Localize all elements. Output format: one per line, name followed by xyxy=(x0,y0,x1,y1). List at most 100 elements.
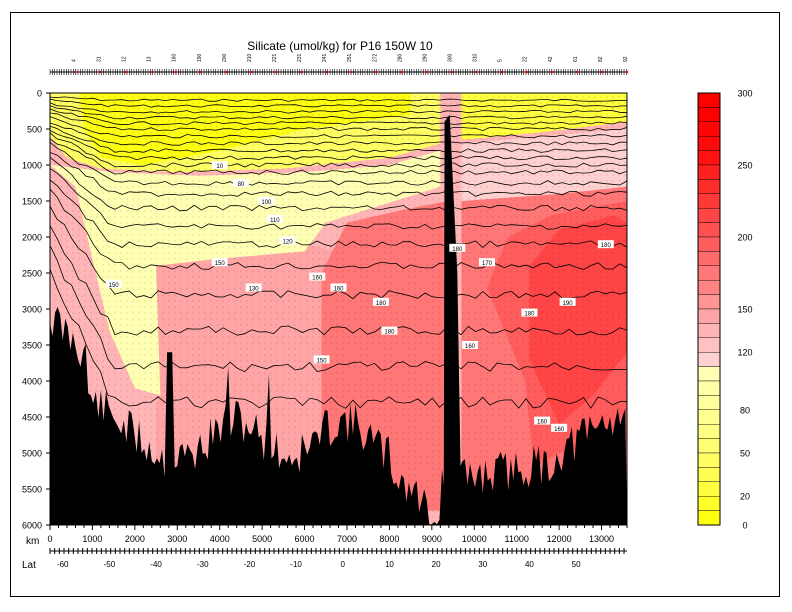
contour-line xyxy=(50,179,627,249)
contour-label-box xyxy=(381,326,398,335)
colorbar-band xyxy=(697,481,721,497)
colorbar-band xyxy=(697,222,721,238)
depth-tick-label: 1000 xyxy=(22,161,42,171)
colorbar-band xyxy=(697,337,721,353)
contour-line xyxy=(50,98,627,108)
colorbar-band xyxy=(697,323,721,338)
depth-axis: 0 500 1000 1500 2000 2500 3000 3500 4000 4500 5000… xyxy=(22,89,50,531)
latitude-tick-label: 10 xyxy=(385,560,394,569)
colorbar-tick-label: 120 xyxy=(737,348,752,358)
depth-tick-label: 2000 xyxy=(22,233,42,243)
colorbar-tick-label: 300 xyxy=(737,89,752,99)
contour-label-box xyxy=(559,297,576,306)
colorbar-band xyxy=(697,366,721,382)
contour-line xyxy=(50,245,627,373)
latitude-tick-label: -40 xyxy=(150,560,162,569)
latitude-tick-label: -50 xyxy=(104,560,116,569)
station-label: 272 xyxy=(372,53,378,62)
contour-line xyxy=(50,152,627,197)
station-label: 241 xyxy=(322,53,328,62)
contour-label-box xyxy=(551,423,568,432)
distance-tick-label: 2000 xyxy=(125,534,145,544)
station-label: 13 xyxy=(147,56,153,62)
station-marker xyxy=(324,70,328,74)
distance-tick-label: 9000 xyxy=(422,534,442,544)
station-label: 251 xyxy=(347,53,353,62)
contour-label: 160 xyxy=(554,427,565,433)
contour-label-box xyxy=(245,283,262,292)
latitude-tick-label: 40 xyxy=(525,560,534,569)
contour-line xyxy=(50,130,627,161)
contour-label-box xyxy=(449,243,466,252)
colorbar-band xyxy=(697,280,721,295)
distance-tick-label: 1000 xyxy=(82,534,102,544)
colorbar-tick-label: 50 xyxy=(740,449,750,459)
depth-tick-label: 4500 xyxy=(22,413,42,423)
station-label: 160 xyxy=(172,53,178,62)
contour-line xyxy=(50,116,627,139)
depth-tick-label: 6000 xyxy=(22,521,42,531)
latitude-tick-label: -60 xyxy=(57,560,69,569)
contour-label: 160 xyxy=(537,420,548,426)
station-label: 310 xyxy=(473,53,479,62)
contour-label: 110 xyxy=(270,218,280,224)
contour-label-box xyxy=(211,161,228,169)
contour-line xyxy=(50,125,627,153)
distance-tick-label: 12000 xyxy=(547,534,572,544)
distance-tick-label: 4000 xyxy=(210,534,230,544)
bathymetry xyxy=(50,306,627,525)
station-label: 280 xyxy=(397,53,403,62)
distance-tick-label: 3000 xyxy=(167,534,187,544)
contour-label-box xyxy=(313,355,330,364)
contour-line xyxy=(50,225,627,336)
station-label: 4 xyxy=(71,59,77,62)
station-axis: 4 31 12 13 160 190 200 210 221 231 241 251 272 280 290… xyxy=(49,53,629,75)
station-marker xyxy=(349,70,353,74)
colorbar-band xyxy=(697,179,721,194)
contour-label-box xyxy=(211,258,228,267)
depth-tick-label: 4000 xyxy=(22,377,42,387)
distance-tick-label: 0 xyxy=(47,534,52,544)
station-label: 300 xyxy=(448,53,454,62)
station-marker xyxy=(525,70,529,74)
contour-label-box xyxy=(462,341,479,349)
contour-label-box xyxy=(597,240,614,249)
station-marker xyxy=(174,70,178,74)
contour-label-box xyxy=(279,236,296,245)
station-label: 190 xyxy=(197,53,203,62)
colorbar-band xyxy=(697,265,721,281)
station-marker xyxy=(249,70,253,74)
station-marker xyxy=(475,70,478,74)
distance-tick-label: 7000 xyxy=(337,534,357,544)
ridge-wall xyxy=(443,114,462,525)
contour-line xyxy=(50,112,627,132)
distance-tick-label: 10000 xyxy=(462,534,487,544)
colorbar-band xyxy=(697,395,721,410)
contour-label: 160 xyxy=(333,286,344,292)
contour-label: 170 xyxy=(482,261,493,267)
colorbar-band xyxy=(697,452,721,468)
contour-label: 150 xyxy=(317,358,328,364)
station-marker xyxy=(550,70,554,74)
distance-tick-label: 6000 xyxy=(295,534,315,544)
colorbar-border xyxy=(697,92,721,526)
station-label: 221 xyxy=(272,53,278,62)
latitude-tick-label: 30 xyxy=(478,560,487,569)
station-label: 231 xyxy=(297,53,303,62)
depth-tick-label: 500 xyxy=(27,125,42,135)
contour-line xyxy=(50,108,627,126)
contour-label: 80 xyxy=(238,182,245,188)
contour-label: 100 xyxy=(261,200,272,206)
colorbar-band xyxy=(697,496,721,511)
contour-label: 130 xyxy=(249,286,260,292)
colorbar-tick-label: 200 xyxy=(737,233,752,243)
contour-line xyxy=(50,268,627,409)
contour-label: 150 xyxy=(109,283,120,289)
station-marker xyxy=(600,70,604,74)
latitude-axis: -60 -50 -40 -30 -20 -10 0 10 20 30 40 50 xyxy=(49,548,627,569)
station-marker xyxy=(99,70,102,74)
contour-line xyxy=(50,156,627,212)
contour-line xyxy=(50,132,627,168)
